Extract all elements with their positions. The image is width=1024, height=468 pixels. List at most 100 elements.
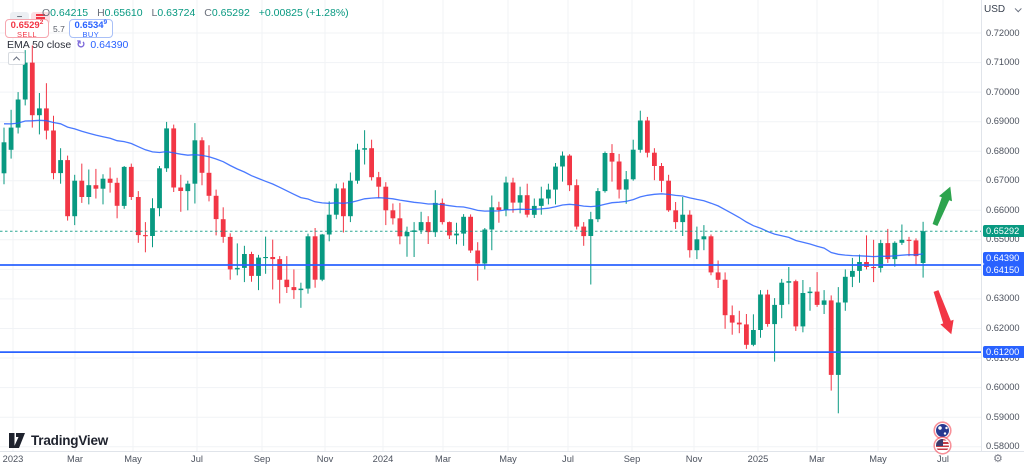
tradingview-logo[interactable]: TradingView [8,433,108,448]
candle-up [835,302,841,375]
candle-up [432,202,438,233]
candle-up [878,243,884,268]
time-axis[interactable]: 2023 Mar May Jul Sep Nov 2024 Mar May Jul Sep Nov 20… [0,452,1024,468]
candle-up [623,179,629,190]
candle-up [630,149,636,180]
sell-button[interactable]: 0.65292 SELL [5,19,49,38]
gear-icon[interactable]: ⚙ [993,453,1003,465]
time-axis-label: Sep [253,454,271,464]
candle-up [8,127,14,150]
hamburger-icon [36,17,45,19]
high-label: H [97,7,105,19]
price-axis-label: 0.72000 [986,27,1020,38]
time-axis-label: May [869,454,887,464]
ema-indicator-legend[interactable]: EMA 50 close ↻ 0.64390 [7,39,128,51]
bearish-arrow[interactable] [933,290,954,335]
candle-up [192,140,198,184]
candle-down [652,152,657,166]
low-value: 0.63724 [157,7,196,19]
candle-down [397,218,403,237]
candle-up [482,229,488,264]
candle-up [701,236,707,240]
candle-up [298,288,304,291]
ema-value: 0.64390 [90,39,129,51]
close-label: C [204,7,212,19]
candle-up [821,300,827,305]
open-value: 0.64215 [50,7,89,19]
last-price-badge: 0.65292 [983,225,1024,238]
candle-down [114,182,120,206]
close-value: 0.65292 [211,7,250,19]
candle-up [772,304,777,325]
candle-up [355,149,360,181]
candle-down [885,243,891,260]
candle-up [185,183,191,192]
candle-up [263,257,268,259]
refresh-icon: ↻ [76,39,86,51]
candle-down [736,322,742,325]
candle-down [390,210,396,219]
candle-down [765,294,770,324]
candle-down [312,236,318,280]
brand-name: TradingView [31,433,109,448]
candle-down [93,185,99,189]
chevron-up-icon [12,56,21,64]
ema-label: EMA 50 close [7,39,72,51]
price-axis-label: 0.71000 [986,57,1020,68]
candle-up [1,142,7,174]
aud-flag-icon [935,423,950,438]
price-axis-label: 0.66000 [986,204,1020,215]
time-axis-label: 2024 [372,454,394,464]
minus-icon: − [16,12,23,23]
price-axis[interactable]: 0.72000 0.71000 0.70000 0.69000 0.68000 0.670… [982,0,1024,452]
candle-down [722,279,728,316]
currency-dropdown[interactable]: USD [982,4,1022,15]
time-axis-label: Nov [316,454,334,464]
collapse-legend-button[interactable] [8,52,25,65]
candle-up [553,166,558,190]
time-axis-label: May [499,454,517,464]
candle-up [779,282,785,305]
candle-down [107,178,113,183]
candle-down [51,130,56,174]
candle-up [242,254,247,268]
candle-down [341,188,346,217]
price-axis-separator [981,0,982,452]
time-axis-label: Jul [937,454,949,464]
ema-line[interactable] [3,119,924,258]
candle-down [687,214,693,251]
candle-up [348,180,353,217]
price-axis-label: 0.62000 [986,323,1020,333]
sell-price-sup: 2 [39,19,44,27]
candle-down [65,160,70,217]
buy-button[interactable]: 0.65349 BUY [68,19,113,38]
candle-up [602,153,608,192]
candle-down [496,207,502,210]
candle-up [920,231,926,263]
candle-down [213,195,219,220]
candle-up [751,330,756,345]
ohlc-readout[interactable]: O0.64215 H0.65610 L0.63724 C0.65292 +0.0… [42,7,349,19]
time-axis-separator [0,451,1024,452]
candle-down [524,195,530,215]
candle-down [828,300,834,375]
buy-price: 0.6534 [74,20,104,32]
bullish-arrow[interactable] [932,186,952,226]
candle-up [546,189,551,199]
lower-level-badge: 0.61200 [983,346,1024,359]
candle-down [475,250,481,264]
candle-up [121,166,127,206]
candle-down [708,236,714,273]
candle-down [199,140,205,173]
sell-price: 0.6529 [10,20,40,32]
price-axis-label: 0.69000 [986,116,1020,127]
time-axis-label: Mar [808,454,826,464]
candle-up [22,62,28,100]
candle-up [150,208,155,236]
candle-up [560,155,565,167]
price-axis-label: 0.65000 [986,234,1020,245]
candle-up [899,239,905,243]
candle-up [489,207,495,230]
